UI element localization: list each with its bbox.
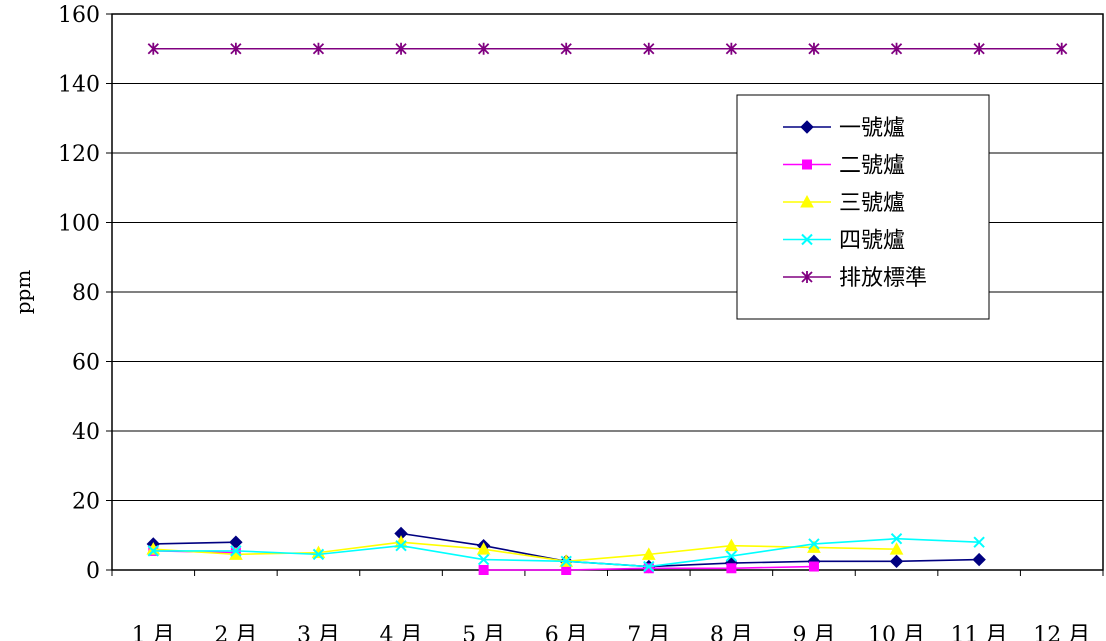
legend-item: 四號爐 <box>783 229 905 254</box>
data-point <box>230 42 242 55</box>
data-point <box>802 159 812 170</box>
x-tick-label: 7 月 <box>627 623 670 641</box>
data-point <box>800 194 814 208</box>
data-point <box>889 554 904 569</box>
data-point <box>395 42 407 55</box>
data-point <box>476 542 491 555</box>
legend-item: 排放標準 <box>783 266 927 291</box>
data-point <box>641 547 656 560</box>
data-point <box>230 545 242 557</box>
y-tick-label: 80 <box>72 281 100 306</box>
x-tick-label: 6 月 <box>545 623 588 641</box>
legend-box <box>736 94 990 320</box>
data-point <box>889 542 904 555</box>
legend-label: 四號爐 <box>839 229 905 254</box>
data-point <box>808 42 820 55</box>
data-point <box>395 539 407 552</box>
legend-label: 三號爐 <box>839 191 905 216</box>
y-axis-ticks: 0 20 40 60 80 100 120 140 160 <box>58 3 112 584</box>
x-tick-label: 2 月 <box>214 623 257 641</box>
x-tick-label: 5 月 <box>462 623 505 641</box>
y-tick-label: 60 <box>72 351 100 376</box>
y-tick-label: 0 <box>86 559 100 584</box>
data-point <box>477 42 490 55</box>
data-point <box>890 42 903 55</box>
data-point <box>643 563 654 574</box>
data-point <box>808 538 820 550</box>
data-point <box>561 565 572 575</box>
x-axis-ticks: 1 月 2 月 3 月 4 月 5 月 6 月 7 月 8 月 9 月 10 月 11 月 12 月 <box>111 570 1104 641</box>
y-tick-label: 160 <box>58 3 100 28</box>
data-point <box>726 563 737 574</box>
data-point <box>312 42 325 55</box>
y-tick-label: 20 <box>72 490 100 515</box>
x-tick-label: 11 月 <box>951 623 1008 641</box>
data-point <box>972 552 986 567</box>
data-point <box>725 42 738 55</box>
x-tick-label: 1 月 <box>132 623 175 641</box>
series-line <box>147 42 1068 55</box>
data-point <box>973 42 985 55</box>
x-tick-label: 3 月 <box>297 623 340 641</box>
y-tick-label: 120 <box>58 142 100 167</box>
series-path <box>153 541 897 563</box>
data-point <box>643 560 655 573</box>
x-tick-label: 4 月 <box>380 623 423 641</box>
data-point <box>725 550 738 562</box>
data-point <box>1056 42 1068 55</box>
data-point <box>808 561 819 572</box>
y-tick-label: 140 <box>58 73 100 98</box>
legend-label: 二號爐 <box>839 154 905 179</box>
y-tick-label: 40 <box>72 420 100 445</box>
y-axis-label: ppm <box>11 270 35 315</box>
legend-label: 排放標準 <box>839 266 927 291</box>
data-point <box>973 536 985 548</box>
data-point <box>147 545 159 557</box>
legend-item: 一號爐 <box>783 116 905 141</box>
legend-item: 二號爐 <box>783 154 905 179</box>
data-point <box>478 565 489 575</box>
series-path <box>153 532 980 568</box>
data-point <box>560 555 572 568</box>
x-tick-label: 12 月 <box>1033 623 1090 641</box>
gridlines <box>112 83 1103 501</box>
data-point <box>890 533 903 545</box>
data-point <box>560 42 572 55</box>
series-layer <box>146 42 1068 575</box>
data-point <box>312 548 325 561</box>
x-tick-label: 9 月 <box>792 623 835 641</box>
legend-label: 一號爐 <box>839 116 905 141</box>
data-point <box>724 538 739 552</box>
data-point <box>643 42 655 55</box>
data-point <box>801 271 813 283</box>
y-tick-label: 100 <box>58 212 100 237</box>
data-point <box>147 42 159 55</box>
data-point <box>801 233 813 246</box>
legend-item: 三號爐 <box>783 191 905 216</box>
x-tick-label: 10 月 <box>868 623 925 641</box>
data-point <box>800 120 814 134</box>
series-line <box>147 533 985 573</box>
data-point <box>477 553 490 566</box>
x-tick-label: 8 月 <box>710 623 753 641</box>
